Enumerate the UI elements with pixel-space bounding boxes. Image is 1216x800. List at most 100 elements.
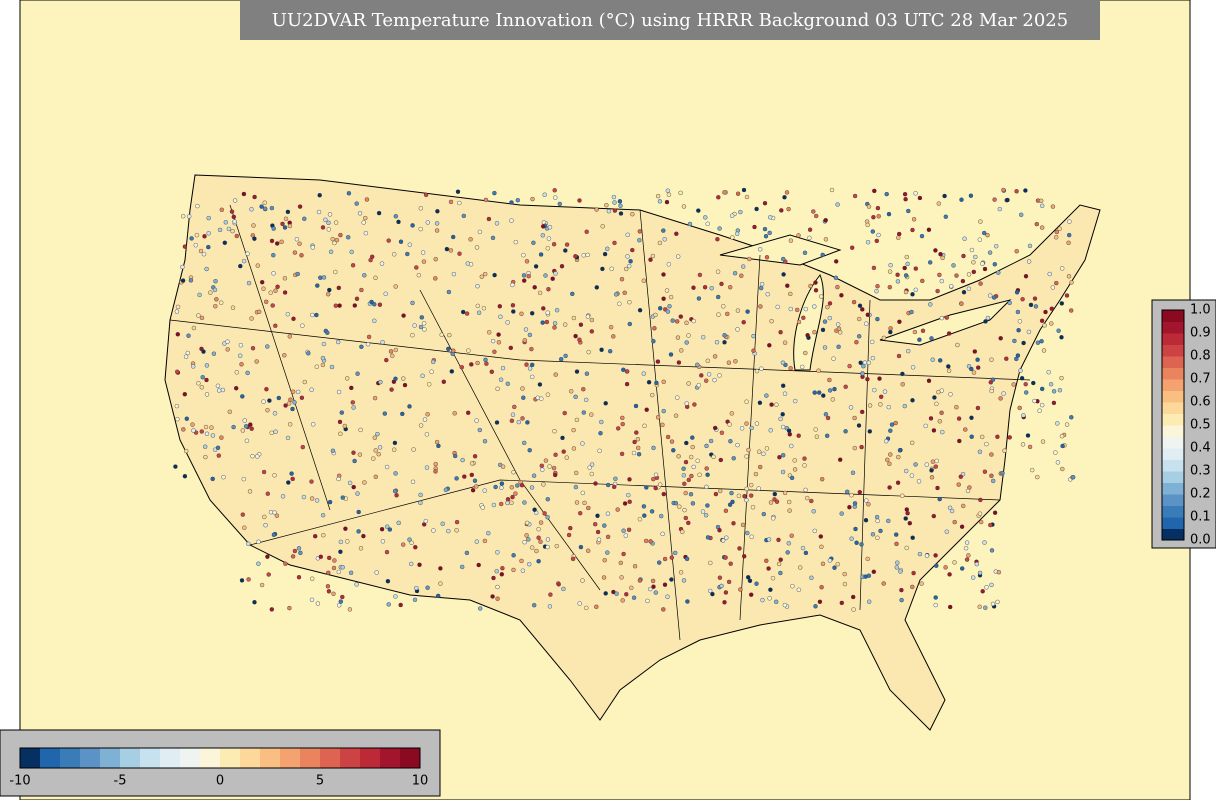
station-dot — [552, 188, 557, 193]
colorbar-tick-label: -5 — [114, 774, 127, 789]
station-dot — [372, 435, 377, 440]
station-dot — [851, 299, 857, 305]
station-dot — [964, 540, 970, 545]
station-dot — [665, 434, 671, 440]
station-dot — [678, 190, 683, 196]
station-dot — [446, 528, 451, 534]
station-dot — [510, 494, 515, 500]
station-dot — [766, 566, 771, 571]
station-dot — [279, 239, 284, 245]
colorbar-segment — [300, 748, 320, 768]
station-dot — [433, 469, 438, 474]
station-dot — [947, 505, 953, 510]
station-dot — [492, 272, 497, 278]
station-dot — [851, 607, 856, 612]
station-dot — [850, 470, 856, 475]
station-dot — [1050, 204, 1056, 209]
station-dot — [619, 277, 625, 282]
station-dot — [636, 452, 642, 457]
station-dot — [966, 272, 972, 277]
station-dot — [393, 347, 398, 353]
station-dot — [234, 370, 240, 375]
station-dot — [957, 438, 962, 444]
station-dot — [1014, 248, 1019, 254]
station-dot — [496, 340, 502, 345]
station-dot — [686, 477, 691, 483]
station-dot — [287, 223, 293, 229]
station-dot — [998, 336, 1003, 341]
station-dot — [757, 449, 762, 454]
station-dot — [619, 575, 624, 580]
station-dot — [199, 385, 205, 390]
station-dot — [265, 408, 270, 413]
station-dot — [490, 235, 496, 241]
station-dot — [902, 403, 907, 409]
station-dot — [556, 582, 561, 587]
station-dot — [495, 550, 500, 555]
station-dot — [765, 292, 770, 297]
station-dot — [313, 534, 318, 539]
station-dot — [410, 223, 415, 228]
station-dot — [287, 401, 292, 406]
station-dot — [249, 426, 254, 431]
station-dot — [919, 233, 925, 239]
station-dot — [420, 373, 425, 378]
station-dot — [787, 508, 792, 513]
station-dot — [451, 234, 456, 240]
station-dot — [991, 478, 996, 484]
station-dot — [536, 559, 541, 564]
station-dot — [361, 533, 366, 539]
station-dot — [929, 336, 934, 341]
station-dot — [875, 518, 880, 524]
station-dot — [728, 285, 733, 290]
station-dot — [1037, 408, 1042, 413]
station-dot — [744, 194, 750, 200]
station-dot — [418, 324, 424, 330]
station-dot — [719, 583, 724, 589]
station-dot — [545, 515, 550, 520]
station-dot — [655, 193, 661, 199]
station-dot — [336, 569, 341, 575]
station-dot — [718, 457, 723, 463]
station-dot — [959, 524, 965, 529]
station-dot — [608, 349, 613, 354]
station-dot — [429, 369, 434, 374]
station-dot — [545, 537, 551, 542]
station-dot — [923, 423, 928, 429]
station-dot — [969, 434, 974, 439]
station-dot — [1057, 226, 1062, 232]
colorbar-segment — [1162, 425, 1184, 437]
station-dot — [431, 359, 436, 365]
station-dot — [388, 349, 394, 354]
station-dot — [613, 476, 618, 481]
station-dot — [934, 563, 939, 568]
station-dot — [542, 511, 547, 516]
station-dot — [551, 465, 557, 471]
station-dot — [571, 427, 576, 433]
station-dot — [184, 416, 190, 421]
station-dot — [1066, 240, 1071, 246]
station-dot — [862, 360, 868, 365]
colorbar-segment — [1162, 333, 1184, 345]
station-dot — [299, 395, 305, 400]
station-dot — [809, 575, 814, 580]
station-dot — [875, 316, 880, 322]
station-dot — [215, 445, 221, 450]
station-dot — [336, 285, 341, 291]
station-dot — [963, 546, 969, 551]
station-dot — [269, 607, 274, 612]
station-dot — [744, 454, 749, 459]
station-dot — [580, 490, 585, 496]
station-dot — [985, 232, 990, 238]
station-dot — [1060, 443, 1065, 449]
station-dot — [574, 500, 580, 505]
station-dot — [905, 261, 910, 267]
station-dot — [196, 381, 201, 386]
station-dot — [852, 415, 857, 421]
station-dot — [895, 279, 901, 284]
station-dot — [285, 312, 290, 317]
station-dot — [888, 326, 893, 331]
station-dot — [860, 371, 865, 376]
station-dot — [603, 401, 608, 406]
station-dot — [188, 278, 194, 283]
